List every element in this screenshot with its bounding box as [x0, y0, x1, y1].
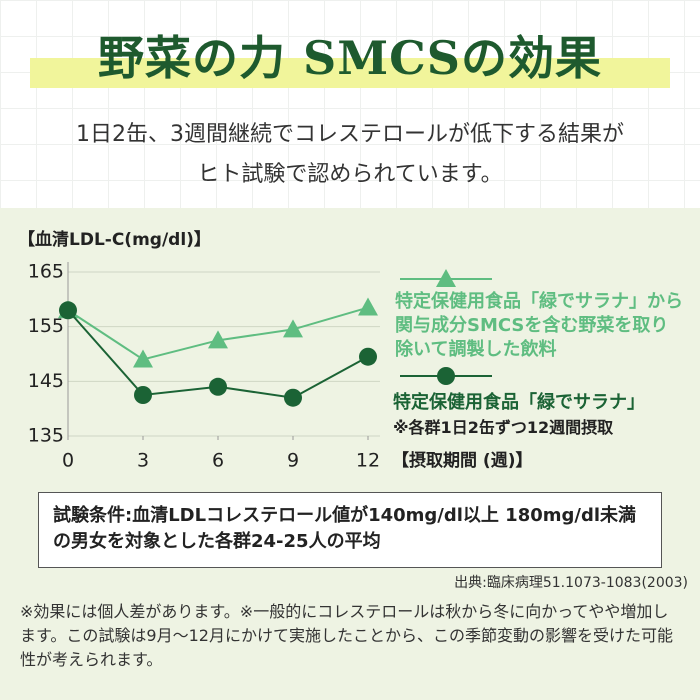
y-tick-label: 155 [28, 315, 64, 337]
marker [208, 330, 228, 349]
y-tick-label: 165 [28, 261, 64, 283]
x-tick-label: 3 [137, 450, 149, 471]
x-tick-label: 0 [62, 450, 74, 471]
x-axis-label: 【摂取期間 (週)】 [392, 450, 532, 470]
y-tick-label: 135 [28, 425, 64, 447]
legend-label: 特定保健用食品「緑でサラナ」 [393, 392, 645, 413]
marker [358, 297, 378, 316]
conditions: 試験条件:血清LDLコレステロール値が140mg/dl以上 180mg/dl未満… [38, 492, 662, 568]
x-tick-label: 12 [356, 450, 380, 471]
subtitle: ヒト試験で認められています。 [197, 162, 503, 187]
y-tick-label: 145 [28, 370, 64, 392]
marker [209, 377, 227, 396]
marker [59, 301, 77, 320]
panel [0, 208, 700, 700]
y-axis-label: 【血清LDL-C(mg/dl)】 [18, 229, 211, 250]
marker [133, 349, 153, 368]
subtitle: 1日2缶、3週間継続でコレステロールが低下する結果が [76, 122, 624, 147]
title: 野菜の力 SMCSの効果 [98, 31, 602, 85]
source: 出典:臨床病理51.1073-1083(2003) [454, 575, 688, 591]
note: ※各群1日2缶ずつ12週間摂取 [393, 418, 614, 437]
chart: 【血清LDL-C(mg/dl)】 【摂取期間 (週)】 135 145 155 165… [18, 229, 532, 471]
legend-label: 特定保健用食品「緑でサラナ」から関与成分SMCSを含む野菜を取り除いて調製した飲… [395, 291, 683, 360]
marker [283, 319, 303, 338]
legend-marker [437, 367, 455, 385]
marker [134, 386, 152, 404]
footnote: ※効果には個人差があります。※一般的にコレステロールは秋から冬に向かってやや増加… [20, 602, 673, 669]
x-tick-label: 9 [287, 450, 299, 471]
marker [359, 347, 377, 366]
legend-marker [436, 269, 456, 287]
marker [284, 388, 302, 407]
x-tick-label: 6 [212, 450, 224, 471]
title-highlight [30, 58, 670, 88]
